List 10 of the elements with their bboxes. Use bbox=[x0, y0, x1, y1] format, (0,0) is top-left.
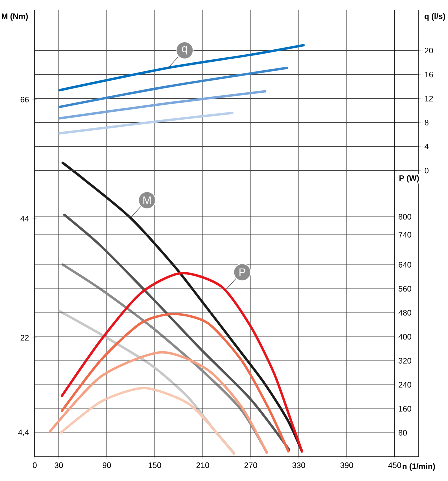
annotation: P bbox=[240, 268, 246, 276]
line-series bbox=[58, 310, 236, 454]
line-series bbox=[62, 162, 304, 453]
annotation: M bbox=[144, 196, 151, 204]
line-series bbox=[63, 214, 291, 452]
annotation: q bbox=[182, 46, 188, 55]
line-series bbox=[60, 387, 236, 456]
line-series bbox=[49, 351, 268, 454]
line-series bbox=[58, 44, 305, 92]
line-series bbox=[61, 312, 290, 453]
